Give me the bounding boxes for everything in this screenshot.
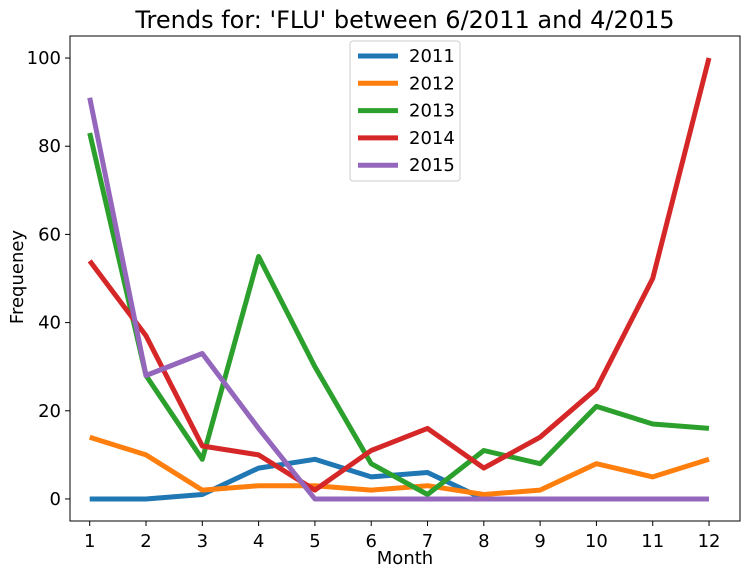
x-tick-label: 3 [197, 531, 208, 552]
series-lines [87, 57, 712, 502]
plot-frame [69, 35, 741, 522]
y-tick-label: 20 [38, 401, 61, 422]
y-tick-label: 0 [50, 489, 61, 510]
y-axis-label: Frequeney [7, 230, 28, 325]
x-tick-label: 2 [140, 531, 151, 552]
x-tick-label: 7 [422, 531, 433, 552]
x-tick-label: 6 [365, 531, 376, 552]
x-tick-label: 1 [84, 531, 95, 552]
y-tick-label: 60 [38, 224, 61, 245]
series-line-2013 [87, 132, 710, 497]
x-tick-label: 5 [309, 531, 320, 552]
legend-label: 2013 [409, 101, 455, 122]
legend: 2011 2012 2013 2014 2015 [349, 40, 461, 182]
legend-label: 2012 [409, 73, 455, 94]
x-tick-label: 11 [641, 531, 664, 552]
series-line-2012 [88, 434, 710, 497]
y-tick-label: 40 [38, 313, 61, 334]
x-tick-label: 4 [253, 531, 264, 552]
legend-box [349, 40, 461, 182]
series-line-2014 [87, 57, 712, 493]
legend-label: 2011 [409, 46, 455, 67]
y-tick-label: 100 [27, 48, 61, 69]
x-tick-label: 9 [534, 531, 545, 552]
x-axis-label: Month [377, 548, 433, 569]
x-tick-label: 10 [585, 531, 608, 552]
series-line-2015 [87, 97, 709, 502]
legend-label: 2015 [409, 155, 455, 176]
chart-title: Trends for: 'FLU' between 6/2011 and 4/2… [134, 6, 674, 34]
y-tick-label: 80 [38, 136, 61, 157]
legend-label: 2014 [409, 128, 455, 149]
x-tick-label: 12 [698, 531, 721, 552]
x-tick-label: 8 [478, 531, 489, 552]
